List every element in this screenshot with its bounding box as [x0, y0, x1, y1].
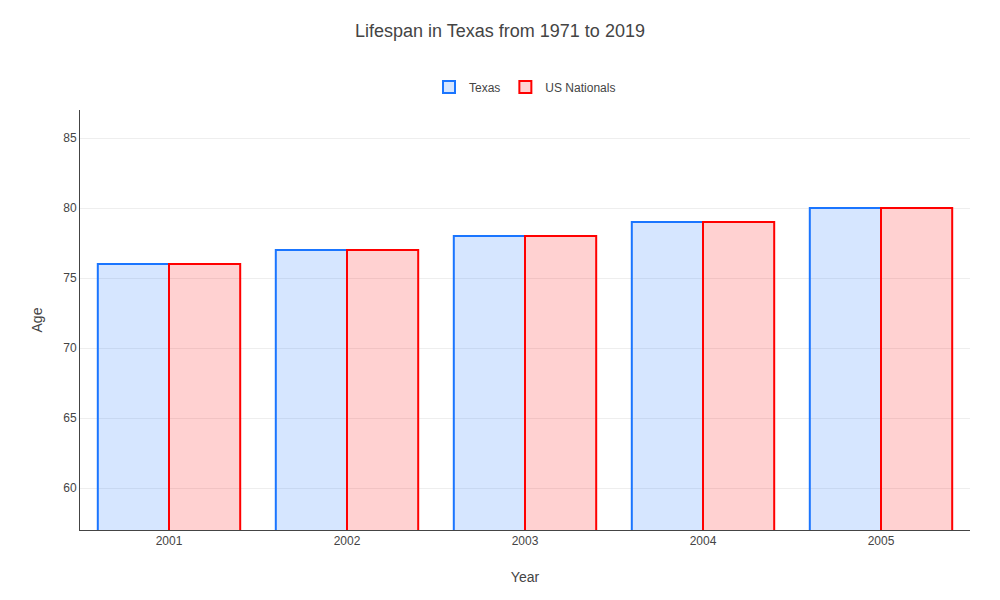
svg-text:80: 80: [63, 201, 77, 215]
svg-text:60: 60: [63, 481, 77, 495]
svg-text:Lifespan in Texas from 1971 to: Lifespan in Texas from 1971 to 2019: [355, 21, 645, 41]
svg-text:Texas: Texas: [469, 81, 500, 95]
svg-text:2003: 2003: [512, 534, 539, 548]
svg-text:75: 75: [63, 271, 77, 285]
svg-text:85: 85: [63, 131, 77, 145]
svg-text:US Nationals: US Nationals: [545, 81, 615, 95]
svg-text:70: 70: [63, 341, 77, 355]
svg-text:2004: 2004: [690, 534, 717, 548]
svg-text:Age: Age: [29, 307, 45, 332]
svg-text:2002: 2002: [334, 534, 361, 548]
svg-text:65: 65: [63, 411, 77, 425]
svg-text:Year: Year: [511, 569, 540, 585]
svg-text:2001: 2001: [156, 534, 183, 548]
svg-text:2005: 2005: [868, 534, 895, 548]
